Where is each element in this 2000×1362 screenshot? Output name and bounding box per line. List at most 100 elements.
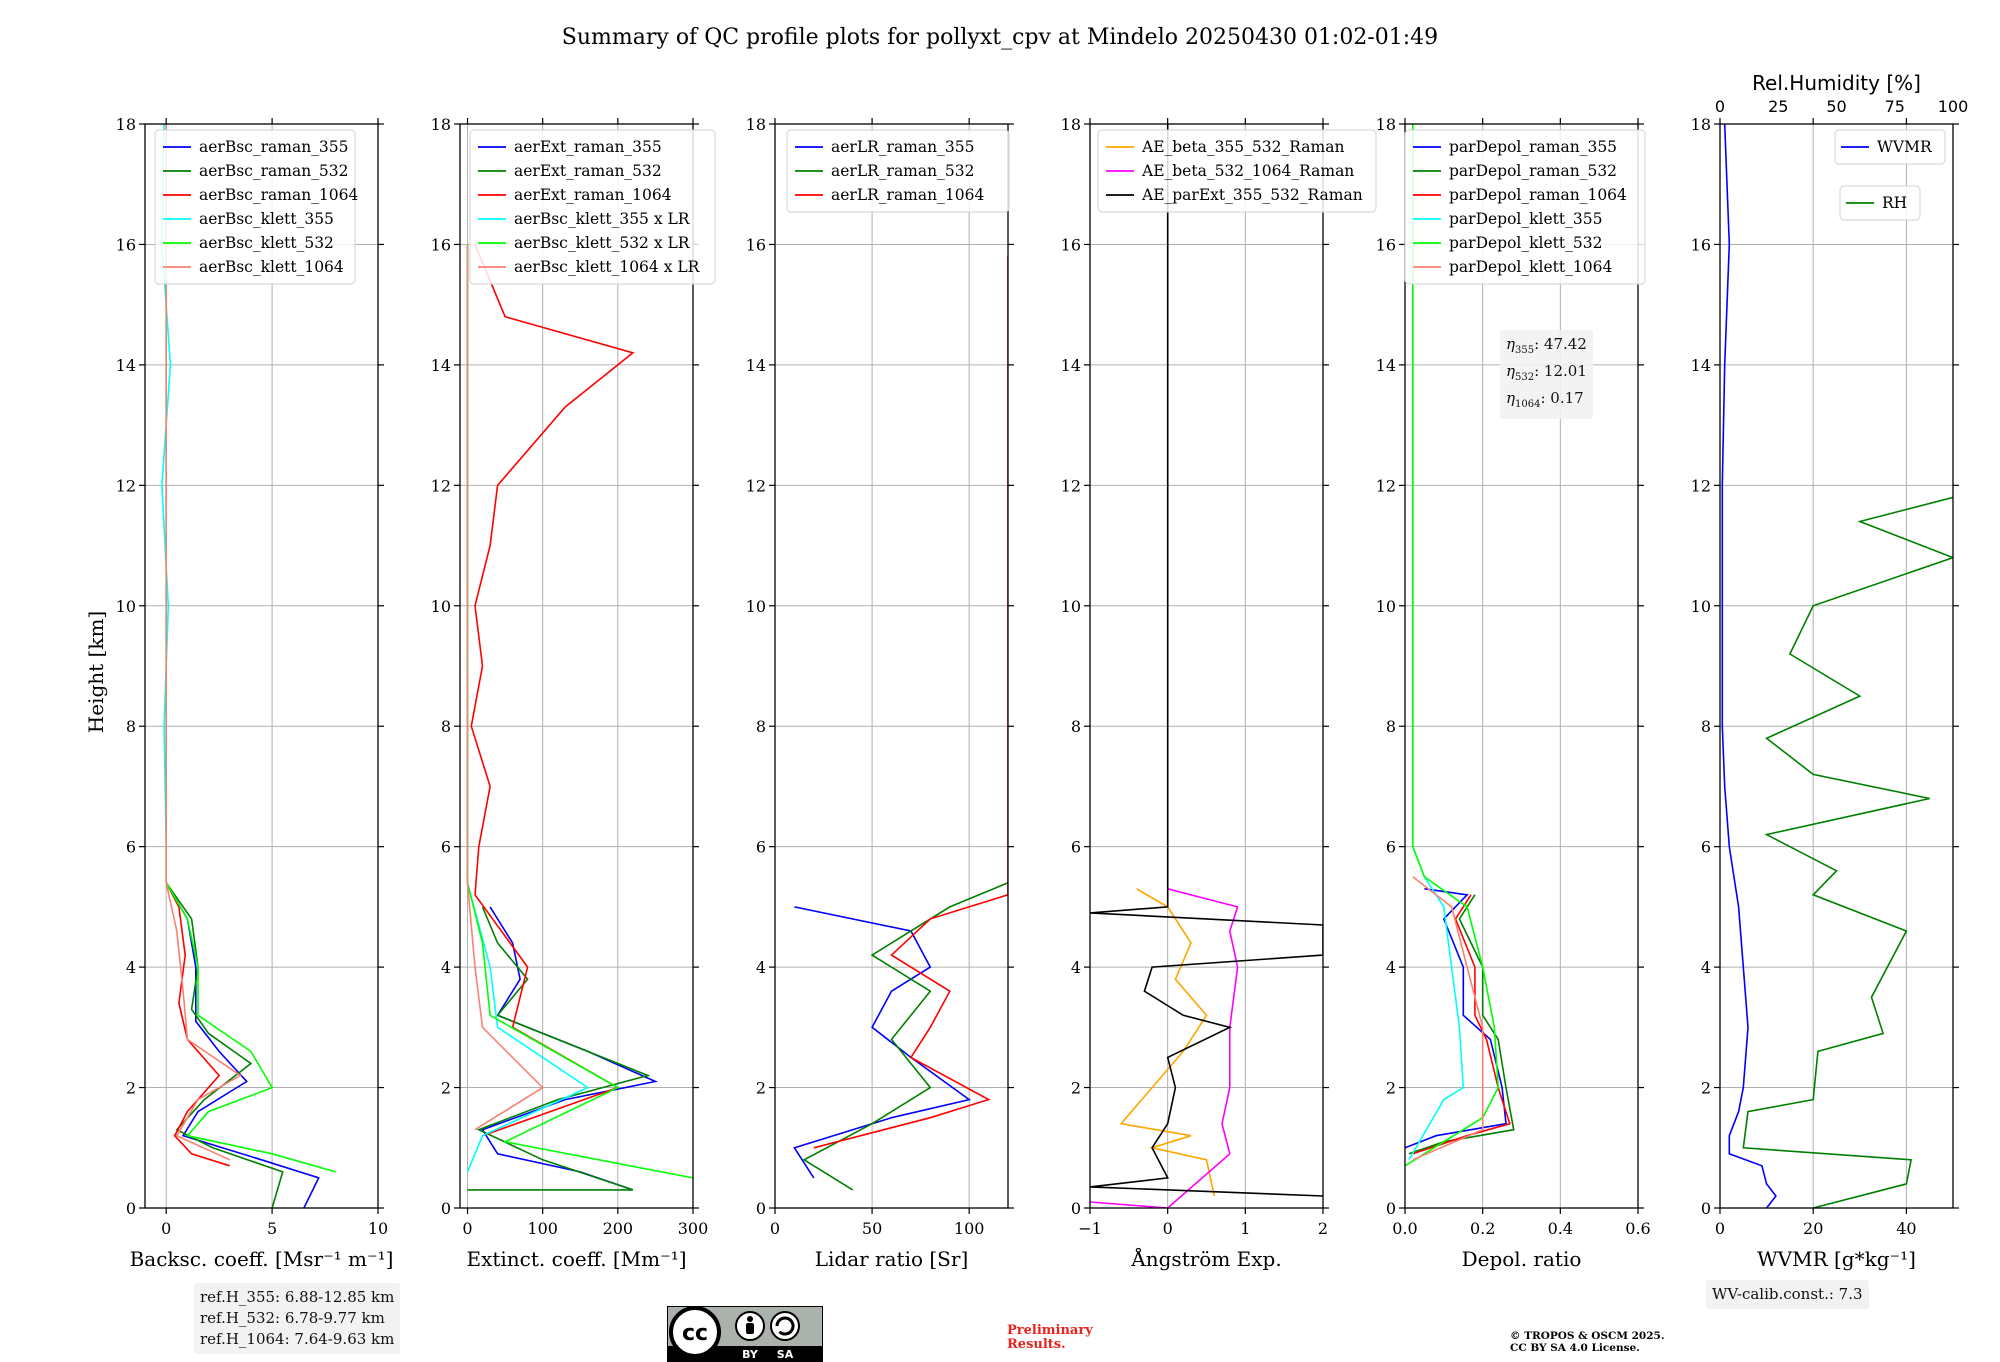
x-tick-label: 40 [1896, 1219, 1916, 1238]
x-axis-label: Ångström Exp. [1130, 1246, 1281, 1271]
y-tick-label: 14 [1691, 356, 1711, 375]
y-tick-label: 16 [1061, 235, 1081, 254]
y-tick-label: 6 [1386, 838, 1396, 857]
axes-frame [459, 123, 694, 1209]
y-tick-label: 18 [1376, 115, 1396, 134]
legend-label: RH [1882, 194, 1907, 212]
sa-icon-arrow [775, 1316, 795, 1336]
series-line-aerlr-raman-532 [802, 882, 1008, 1191]
series-line-pardepol-raman-1064 [1412, 894, 1511, 1155]
y-tick-label: 4 [1386, 958, 1396, 977]
legend-label: aerBsc_raman_532 [199, 162, 349, 180]
x-tick-label: 0 [1163, 1219, 1173, 1238]
by-label: BY [742, 1348, 759, 1361]
legend-box [1404, 129, 1646, 285]
y-tick-label: 12 [1376, 476, 1396, 495]
copyright-line-1: © TROPOS & OSCM 2025. [1510, 1330, 1665, 1342]
x-tick-label: 0 [1715, 1219, 1725, 1238]
y-tick-label: 14 [1061, 356, 1081, 375]
y-tick-label: 18 [746, 115, 766, 134]
plot-area [1090, 124, 1323, 1208]
y-tick-label: 0 [1701, 1199, 1711, 1218]
y-tick-label: 10 [1691, 597, 1711, 616]
y-tick-label: 18 [116, 115, 136, 134]
legend-label: aerExt_raman_355 [514, 138, 662, 156]
series-line-aerlr-raman-355 [793, 906, 972, 1179]
y-tick-label: 2 [441, 1079, 451, 1098]
y-tick-label: 10 [431, 597, 451, 616]
y-tick-label: 6 [126, 838, 136, 857]
y-tick-label: 4 [441, 958, 451, 977]
y-tick-label: 10 [116, 597, 136, 616]
y-tick-label: 2 [1071, 1079, 1081, 1098]
series-line-ae-beta-532-1064-raman [1090, 888, 1239, 1208]
series-line-aerbsc-klett-355-x-lr [466, 244, 590, 1173]
series-line-pardepol-klett-532 [1405, 124, 1500, 1167]
y-tick-label: 8 [1386, 717, 1396, 736]
y-tick-label: 2 [126, 1079, 136, 1098]
x-tick-label: 20 [1803, 1219, 1823, 1238]
legend-label: aerExt_raman_532 [514, 162, 662, 180]
series-line-wvmr [1721, 124, 1777, 1208]
sa-label: SA [777, 1348, 794, 1361]
by-icon-body [746, 1323, 754, 1334]
legend-label: WVMR [1877, 138, 1933, 156]
y-tick-label: 16 [1376, 235, 1396, 254]
legend-box [1839, 185, 1921, 221]
plot-area [1721, 124, 1953, 1208]
wv-calib-box: WV-calib.const.: 7.3 [1706, 1280, 1869, 1309]
legend-label: aerBsc_klett_1064 x LR [514, 258, 701, 276]
y-tick-label: 8 [126, 717, 136, 736]
series-line-aerbsc-klett-1064 [165, 124, 242, 1161]
eta-532: η532: 12.01 [1506, 362, 1587, 383]
ref-heights-box: ref.H_355: 6.88-12.85 km ref.H_532: 6.78… [194, 1283, 401, 1354]
legend-label: aerBsc_klett_532 [199, 234, 334, 252]
legend-label: AE_beta_355_532_Raman [1141, 138, 1344, 156]
x2-tick-label: 100 [1938, 97, 1969, 116]
legend-label: parDepol_raman_355 [1449, 138, 1617, 156]
legend-box [469, 129, 716, 285]
legend-label: aerLR_raman_1064 [831, 186, 984, 204]
y-tick-label: 6 [756, 838, 766, 857]
legend-box [786, 129, 1010, 213]
copyright-line-2: CC BY SA 4.0 License. [1510, 1342, 1640, 1354]
legend-label: aerBsc_klett_355 [199, 210, 334, 228]
y-tick-label: 4 [126, 958, 136, 977]
eta-532-value: 12.01 [1543, 362, 1587, 380]
ref-height-1064: ref.H_1064: 7.64-9.63 km [200, 1330, 395, 1348]
preliminary-note: Preliminary Results. [1007, 1324, 1093, 1352]
y-tick-label: 6 [1071, 838, 1081, 857]
y-tick-label: 10 [1376, 597, 1396, 616]
legend-label: aerExt_raman_1064 [514, 186, 672, 204]
series-line-aerext-raman-1064 [470, 244, 635, 1137]
x-axis-label: Extinct. coeff. [Mm⁻¹] [466, 1247, 686, 1271]
eta-1064-value: 0.17 [1550, 389, 1584, 407]
axes-frame [1089, 123, 1324, 1209]
series-line-aerbsc-raman-355 [165, 882, 320, 1208]
y-tick-label: 14 [746, 356, 766, 375]
series-line-aerbsc-raman-532 [165, 882, 284, 1208]
axes-frame [1719, 123, 1954, 1209]
x-tick-label: 1 [1240, 1219, 1250, 1238]
x-tick-label: 0.6 [1625, 1219, 1650, 1238]
panel-3: 0 2 4 6 8 10 12 14 16 18 0 50 100 Lidar ratio [Sr] aer… [746, 115, 1014, 1271]
x-tick-label: 0.0 [1392, 1219, 1417, 1238]
figure-title: Summary of QC profile plots for pollyxt_… [562, 25, 1438, 50]
y-axis-label: Height [km] [84, 611, 108, 733]
y-tick-label: 12 [1691, 476, 1711, 495]
y-tick-label: 2 [1701, 1079, 1711, 1098]
y-tick-label: 4 [1071, 958, 1081, 977]
x-tick-label: 200 [603, 1219, 634, 1238]
y-tick-label: 8 [756, 717, 766, 736]
y-tick-label: 18 [431, 115, 451, 134]
y-tick-label: 12 [116, 476, 136, 495]
copyright-note: © TROPOS & OSCM 2025. CC BY SA 4.0 Licen… [1510, 1330, 1665, 1354]
x-tick-label: 0 [462, 1219, 472, 1238]
legend-label: aerBsc_raman_355 [199, 138, 349, 156]
x-tick-label: 0.4 [1548, 1219, 1573, 1238]
x-axis-label: WVMR [g*kg⁻¹] [1757, 1247, 1916, 1271]
series-line-pardepol-raman-532 [1408, 894, 1515, 1155]
eta-1064: η1064: 0.17 [1506, 389, 1584, 410]
